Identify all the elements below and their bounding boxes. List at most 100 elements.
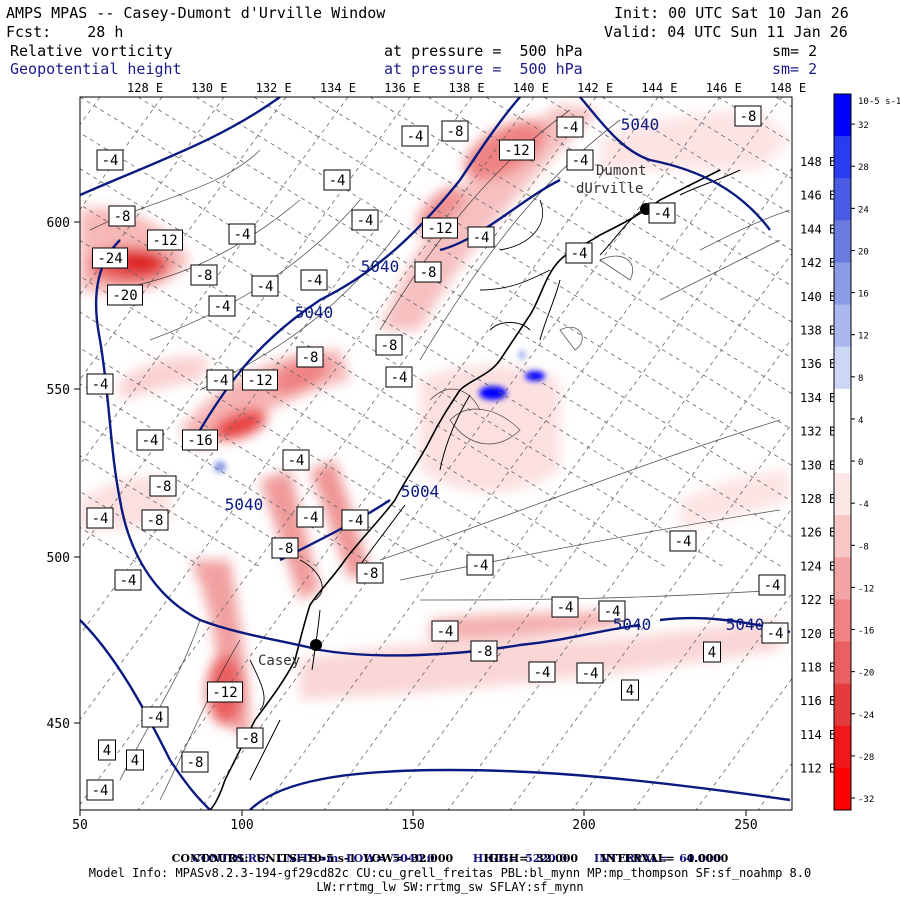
vorticity-label: -8 <box>296 346 324 368</box>
station-label-part2: dUrville <box>576 181 643 197</box>
svg-text:-4: -4 <box>306 273 323 289</box>
vorticity-label: -8 <box>190 264 218 286</box>
right-lon-label: 118 E <box>800 661 836 675</box>
forecast-hour: Fcst: 28 h <box>6 23 124 41</box>
svg-text:-4: -4 <box>214 299 231 315</box>
y-tick-label: 600 <box>47 216 70 231</box>
svg-text:-4: -4 <box>357 213 374 229</box>
svg-text:-8: -8 <box>740 109 757 125</box>
station-dumont-durville: Dumont dUrville <box>576 163 652 215</box>
field2-name: Geopotential height <box>10 60 182 78</box>
station-casey: Casey <box>258 639 322 669</box>
colorbar-segment <box>834 304 851 348</box>
svg-text:-8: -8 <box>114 209 131 225</box>
geopotential-height-contours <box>80 97 791 810</box>
vorticity-label: -4 <box>86 507 114 529</box>
vorticity-label: -8 <box>375 334 403 356</box>
colorbar-segment <box>834 641 851 685</box>
svg-text:-8: -8 <box>147 513 164 529</box>
valid-time: Valid: 04 UTC Sun 11 Jan 26 <box>604 23 848 41</box>
vorticity-label: -8 <box>414 261 442 283</box>
colorbar-tick-label: -4 <box>858 500 869 510</box>
vorticity-label: -8 <box>470 640 498 662</box>
vorticity-label: -12 <box>242 369 278 391</box>
vorticity-label: -4 <box>556 116 584 138</box>
vorticity-label: -4 <box>565 242 593 264</box>
vorticity-label: -4 <box>669 530 697 552</box>
right-lon-label: 136 E <box>800 357 836 371</box>
svg-text:-8: -8 <box>155 479 172 495</box>
svg-text:-8: -8 <box>447 124 464 140</box>
x-tick-label: 250 <box>734 818 757 833</box>
vorticity-label: -24 <box>92 247 128 269</box>
colorbar-tick-label: 8 <box>858 374 863 384</box>
colorbar-segment <box>834 178 851 221</box>
right-lon-label: 124 E <box>800 559 836 573</box>
svg-text:-4: -4 <box>147 710 164 726</box>
vorticity-label: -4 <box>300 269 328 291</box>
colorbar-tick-label: 0 <box>858 458 863 468</box>
x-tick-label: 150 <box>401 818 424 833</box>
height-label: 5040 <box>361 257 400 276</box>
station-label: Casey <box>258 653 300 669</box>
vorticity-label: -8 <box>356 562 384 584</box>
vorticity-label: 4 <box>126 749 144 771</box>
colorbar-tick-label: -16 <box>858 627 874 637</box>
height-label: 5040 <box>225 495 264 514</box>
svg-text:-4: -4 <box>534 665 551 681</box>
vorticity-label: -16 <box>182 429 218 451</box>
svg-text:-4: -4 <box>102 153 119 169</box>
svg-text:-4: -4 <box>437 624 454 640</box>
footer-line4: LW:rrtmg_lw SW:rrtmg_sw SFLAY:sf_mynn <box>316 880 584 894</box>
colorbar-segment <box>834 136 851 179</box>
vorticity-label: -4 <box>114 569 142 591</box>
footer-line3: Model Info: MPASv8.2.3-194-gf29cd82c CU:… <box>88 866 812 880</box>
vorticity-label: -4 <box>467 226 495 248</box>
colorbar-tick-label: -32 <box>858 795 874 805</box>
colorbar-segment <box>834 94 851 137</box>
vorticity-label: -4 <box>228 223 256 245</box>
vorticity-label: -4 <box>401 125 429 147</box>
vorticity-label: -4 <box>282 449 310 471</box>
top-lon-label: 138 E <box>449 81 485 95</box>
top-lon-label: 146 E <box>706 81 742 95</box>
vorticity-label: -8 <box>181 751 209 773</box>
svg-text:-12: -12 <box>427 221 452 237</box>
svg-text:-8: -8 <box>381 338 398 354</box>
top-lon-label: 140 E <box>513 81 549 95</box>
top-lon-label: 144 E <box>641 81 677 95</box>
svg-text:4: 4 <box>103 743 111 759</box>
y-tick-label: 500 <box>47 551 70 566</box>
vorticity-label: -8 <box>149 475 177 497</box>
right-lon-label: 134 E <box>800 391 836 405</box>
svg-text:-4: -4 <box>257 279 274 295</box>
colorbar-segment <box>834 683 851 727</box>
y-tick-label: 550 <box>47 383 70 398</box>
colorbar: 10-5 s-1 32 28 24 20 16 12 8 4 0 -4 -8 -12 -16 -20 -24 -… <box>833 93 900 811</box>
field2-smoothing: sm= 2 <box>772 60 818 78</box>
svg-text:-20: -20 <box>112 288 137 304</box>
colorbar-tick-label: 20 <box>858 247 869 257</box>
svg-text:-4: -4 <box>472 558 489 574</box>
svg-text:-4: -4 <box>212 373 229 389</box>
footer-height-interval: INTERVAL= 60.000 <box>594 852 722 865</box>
station-dot <box>310 639 322 651</box>
top-longitude-labels: 128 E 130 E 132 E 134 E 136 E 138 E 140 E 142 E… <box>127 81 806 95</box>
right-lon-label: 140 E <box>800 290 836 304</box>
vorticity-label: -4 <box>758 574 786 596</box>
colorbar-tick-label: -8 <box>858 542 869 552</box>
x-tick-label: 50 <box>72 818 88 833</box>
field1-smoothing: sm= 2 <box>772 42 818 60</box>
svg-text:-4: -4 <box>347 513 364 529</box>
lat-lon-grid <box>80 97 792 810</box>
vorticity-label: -4 <box>431 620 459 642</box>
vorticity-label: -20 <box>107 284 143 306</box>
vorticity-label: -4 <box>551 596 579 618</box>
footer-line2: CONTOURS: UNITS=10-5 s-1 LOW= -32.000 HI… <box>171 852 729 865</box>
svg-text:-16: -16 <box>187 433 212 449</box>
svg-text:-4: -4 <box>675 534 692 550</box>
vorticity-label: 4 <box>98 739 116 761</box>
vorticity-label: -4 <box>136 429 164 451</box>
vorticity-label: -4 <box>598 600 626 622</box>
